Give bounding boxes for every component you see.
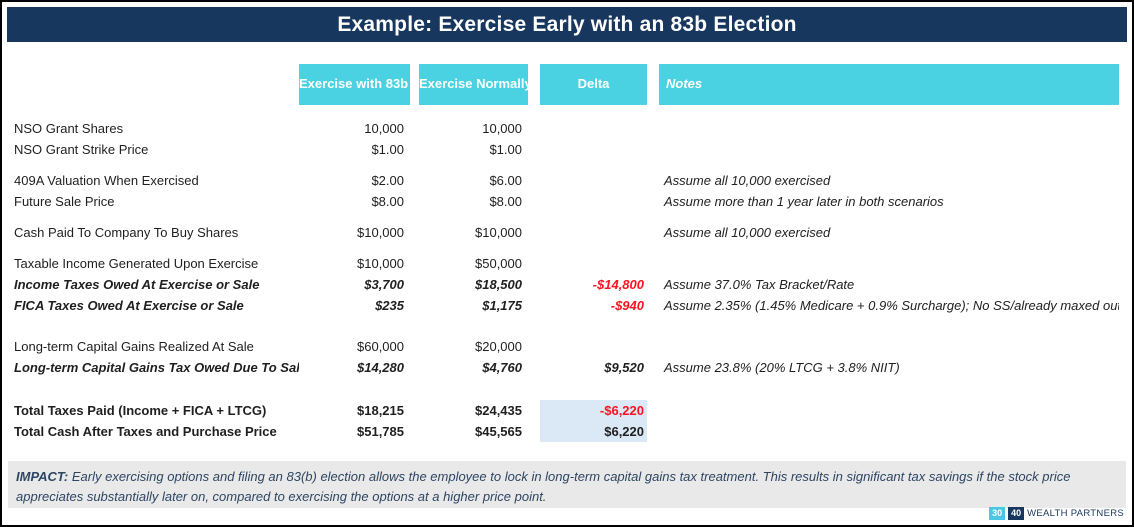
table-row-nso-grant-shares: NSO Grant Shares 10,000 10,000	[2, 118, 1132, 139]
row-label: Taxable Income Generated Upon Exercise	[14, 256, 259, 271]
row-label: NSO Grant Shares	[14, 121, 124, 136]
value-83b: $3,700	[364, 277, 404, 292]
value-normal: $10,000	[475, 225, 522, 240]
table-header-row: Exercise with 83b Election Exercise Norm…	[2, 64, 1132, 105]
impact-label: IMPACT:	[16, 469, 69, 484]
table-row-income-taxes: Income Taxes Owed At Exercise or Sale $3…	[2, 274, 1132, 295]
value-normal: 10,000	[482, 121, 522, 136]
value-83b: $10,000	[357, 225, 404, 240]
row-label: Total Cash After Taxes and Purchase Pric…	[14, 424, 277, 439]
note-cell	[659, 336, 1119, 357]
note-cell: Assume more than 1 year later in both sc…	[664, 194, 944, 209]
value-normal: $6.00	[489, 173, 522, 188]
table-row-cash-paid: Cash Paid To Company To Buy Shares $10,0…	[2, 222, 1132, 243]
value-83b: $1.00	[371, 142, 404, 157]
value-normal: $45,565	[475, 424, 522, 439]
value-delta	[540, 191, 647, 212]
value-delta	[540, 336, 647, 357]
value-normal: $8.00	[489, 194, 522, 209]
row-label: Income Taxes Owed At Exercise or Sale	[14, 277, 260, 292]
value-normal: $1,175	[482, 298, 522, 313]
row-label: FICA Taxes Owed At Exercise or Sale	[14, 298, 244, 313]
value-delta: $9,520	[604, 360, 644, 375]
page-title: Example: Exercise Early with an 83b Elec…	[7, 7, 1127, 42]
brand-name: WEALTH PARTNERS	[1027, 508, 1124, 519]
value-83b: $8.00	[371, 194, 404, 209]
table-row-nso-strike-price: NSO Grant Strike Price $1.00 $1.00	[2, 139, 1132, 160]
table-row-ltcg-tax-owed: Long-term Capital Gains Tax Owed Due To …	[2, 357, 1132, 378]
value-normal: $18,500	[475, 277, 522, 292]
value-delta	[540, 139, 647, 160]
row-label: 409A Valuation When Exercised	[14, 173, 199, 188]
value-delta	[540, 222, 647, 243]
column-header-exercise-normally: Exercise Normally	[419, 64, 528, 105]
brand-logo: 30 40 WEALTH PARTNERS	[989, 507, 1124, 520]
table-row-total-taxes-paid: Total Taxes Paid (Income + FICA + LTCG) …	[2, 400, 1132, 421]
row-label: NSO Grant Strike Price	[14, 142, 149, 157]
value-83b: $10,000	[357, 256, 404, 271]
table-row-409a-valuation: 409A Valuation When Exercised $2.00 $6.0…	[2, 170, 1132, 191]
note-cell	[659, 118, 1119, 139]
value-83b: $2.00	[371, 173, 404, 188]
note-cell	[659, 400, 1119, 421]
column-header-delta: Delta	[540, 64, 647, 105]
logo-40-badge: 40	[1008, 507, 1025, 520]
value-delta: -$14,800	[592, 277, 644, 292]
row-label: Cash Paid To Company To Buy Shares	[14, 225, 239, 240]
table-row-total-cash-after: Total Cash After Taxes and Purchase Pric…	[2, 421, 1132, 442]
note-cell: Assume all 10,000 exercised	[664, 173, 831, 188]
note-cell	[659, 421, 1119, 442]
note-cell	[659, 253, 1119, 274]
value-delta	[540, 253, 647, 274]
row-label: Long-term Capital Gains Realized At Sale	[14, 339, 254, 354]
value-normal: $20,000	[475, 339, 522, 354]
value-delta	[540, 118, 647, 139]
row-label: Future Sale Price	[14, 194, 115, 209]
row-label: Total Taxes Paid (Income + FICA + LTCG)	[14, 403, 267, 418]
note-cell	[659, 139, 1119, 160]
table-row-taxable-income: Taxable Income Generated Upon Exercise $…	[2, 253, 1132, 274]
logo-30-badge: 30	[989, 507, 1006, 520]
value-delta	[540, 170, 647, 191]
impact-text: Early exercising options and filing an 8…	[16, 469, 1071, 505]
note-cell: Assume 2.35% (1.45% Medicare + 0.9% Surc…	[664, 298, 1119, 313]
note-cell: Assume 23.8% (20% LTCG + 3.8% NIIT)	[664, 360, 900, 375]
value-83b: 10,000	[364, 121, 404, 136]
value-normal: $1.00	[489, 142, 522, 157]
note-cell: Assume all 10,000 exercised	[664, 225, 831, 240]
value-83b: $18,215	[357, 403, 404, 418]
value-83b: $235	[375, 298, 404, 313]
value-83b: $51,785	[357, 424, 404, 439]
value-normal: $50,000	[475, 256, 522, 271]
value-83b: $14,280	[357, 360, 404, 375]
table-row-ltcg-realized: Long-term Capital Gains Realized At Sale…	[2, 336, 1132, 357]
note-cell: Assume 37.0% Tax Bracket/Rate	[664, 277, 855, 292]
value-delta-highlighted: -$6,220	[540, 400, 647, 421]
value-normal: $24,435	[475, 403, 522, 418]
value-normal: $4,760	[482, 360, 522, 375]
table-row-fica-taxes: FICA Taxes Owed At Exercise or Sale $235…	[2, 295, 1132, 316]
row-label: Long-term Capital Gains Tax Owed Due To …	[14, 360, 299, 375]
impact-callout: IMPACT: Early exercising options and fil…	[8, 461, 1126, 508]
value-delta-highlighted: $6,220	[540, 421, 647, 442]
value-delta: -$940	[610, 298, 644, 313]
column-header-83b-election: Exercise with 83b Election	[299, 64, 410, 105]
column-header-notes: Notes	[659, 64, 1119, 105]
value-83b: $60,000	[357, 339, 404, 354]
comparison-table: Exercise with 83b Election Exercise Norm…	[2, 64, 1132, 442]
table-row-future-sale-price: Future Sale Price $8.00 $8.00 Assume mor…	[2, 191, 1132, 212]
